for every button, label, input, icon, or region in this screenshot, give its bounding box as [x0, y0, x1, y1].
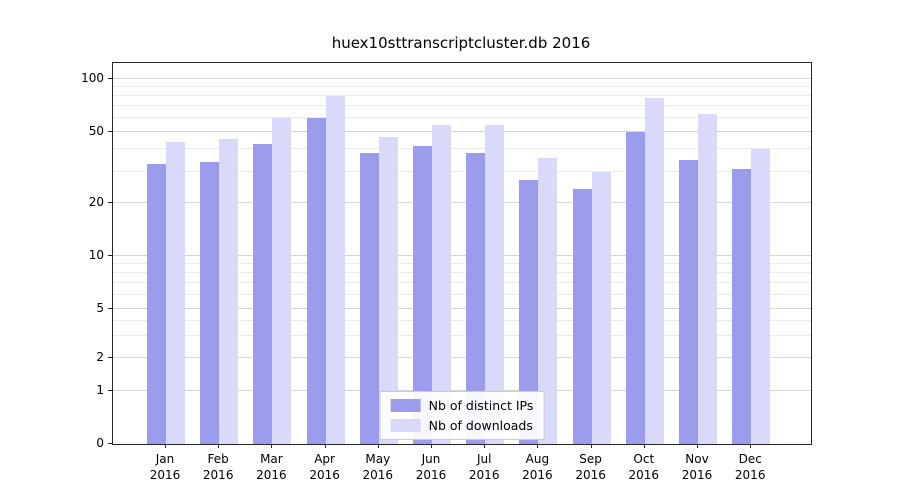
bar-downloads-jan: [166, 141, 185, 444]
gridline-5: [113, 308, 811, 309]
x-tick-label-sep: Sep 2016: [575, 452, 606, 483]
bar-downloads-sep: [591, 171, 611, 444]
gridline-3: [113, 335, 811, 337]
x-tick-mark-nov: [697, 444, 698, 448]
x-tick-label-jan: Jan 2016: [149, 452, 181, 483]
legend-item-downloads: Nb of downloads: [390, 418, 534, 433]
bar-distinct-ips-nov: [679, 159, 698, 444]
plot-area: Nb of distinct IPs Nb of downloads: [112, 62, 812, 445]
gridline-8: [113, 272, 811, 274]
y-tick-mark-1: [108, 390, 112, 391]
y-tick-label-5: 5: [96, 301, 104, 315]
bar-distinct-ips-sep: [572, 188, 592, 444]
x-tick-label-nov: Nov 2016: [681, 452, 713, 483]
gridline-1: [113, 390, 811, 391]
y-tick-label-50: 50: [88, 124, 104, 138]
bar-distinct-ips-apr: [306, 118, 326, 444]
bar-downloads-may: [378, 136, 398, 444]
x-tick-mark-mar: [271, 444, 273, 448]
legend-swatch-downloads: [390, 419, 421, 432]
bar-downloads-nov: [698, 114, 717, 444]
x-tick-label-feb: Feb 2016: [202, 452, 234, 483]
x-tick-label-oct: Oct 2016: [628, 452, 660, 483]
x-tick-mark-apr: [324, 444, 326, 448]
y-tick-mark-100: [108, 78, 112, 79]
bar-downloads-dec: [751, 149, 771, 444]
bar-distinct-ips-may: [359, 153, 379, 444]
gridline-4: [113, 319, 811, 321]
bar-downloads-mar: [272, 118, 292, 444]
x-tick-mark-jan: [165, 444, 166, 448]
x-tick-mark-dec: [750, 444, 752, 448]
x-tick-label-jul: Jul 2016: [468, 452, 500, 483]
gridline-7: [113, 282, 811, 284]
bar-downloads-feb: [219, 138, 239, 444]
legend-item-distinct-ips: Nb of distinct IPs: [390, 398, 534, 413]
bar-distinct-ips-oct: [625, 132, 645, 444]
gridline-80: [113, 95, 811, 97]
gridline-40: [113, 148, 811, 150]
bar-downloads-jul: [485, 124, 505, 444]
legend-label-downloads: Nb of downloads: [428, 418, 533, 433]
x-tick-mark-may: [377, 444, 379, 448]
x-tick-label-mar: Mar 2016: [256, 452, 287, 483]
bar-distinct-ips-jun: [413, 145, 432, 444]
legend-swatch-distinct-ips: [390, 399, 421, 412]
bar-distinct-ips-feb: [200, 161, 220, 444]
y-tick-label-100: 100: [81, 71, 104, 85]
x-tick-label-dec: Dec 2016: [734, 452, 766, 483]
gridline-9: [113, 263, 811, 265]
x-tick-mark-jul: [484, 444, 486, 448]
bar-downloads-jun: [432, 124, 451, 444]
bar-distinct-ips-jul: [466, 153, 486, 444]
gridline-100: [113, 78, 811, 79]
gridline-10: [113, 255, 811, 256]
y-tick-mark-10: [108, 255, 112, 256]
x-tick-mark-oct: [643, 444, 645, 448]
gridline-50: [113, 131, 811, 132]
x-tick-label-apr: Apr 2016: [309, 452, 340, 483]
x-tick-label-jun: Jun 2016: [415, 452, 447, 483]
legend: Nb of distinct IPs Nb of downloads: [379, 391, 545, 440]
gridline-30: [113, 170, 811, 172]
y-tick-label-2: 2: [96, 350, 104, 364]
y-tick-label-10: 10: [88, 248, 104, 262]
legend-label-distinct-ips: Nb of distinct IPs: [428, 398, 534, 413]
gridline-90: [113, 86, 811, 88]
bar-downloads-apr: [325, 96, 345, 444]
x-tick-mark-feb: [218, 444, 220, 448]
x-tick-mark-sep: [590, 444, 592, 448]
y-tick-mark-20: [108, 202, 112, 203]
gridline-60: [113, 117, 811, 119]
bar-distinct-ips-jan: [147, 164, 166, 444]
gridline-6: [113, 294, 811, 296]
y-tick-mark-5: [108, 308, 112, 309]
y-tick-label-20: 20: [88, 195, 104, 209]
y-tick-label-1: 1: [96, 383, 104, 397]
bar-downloads-oct: [644, 98, 664, 444]
bar-distinct-ips-aug: [519, 179, 539, 444]
bar-downloads-aug: [538, 157, 558, 444]
y-tick-mark-0: [108, 443, 112, 444]
bar-distinct-ips-dec: [732, 169, 752, 444]
gridline-20: [113, 202, 811, 203]
x-tick-mark-aug: [537, 444, 539, 448]
x-tick-label-aug: Aug 2016: [522, 452, 553, 483]
gridline-70: [113, 105, 811, 107]
y-tick-mark-2: [108, 357, 112, 358]
y-tick-mark-50: [108, 131, 112, 132]
y-tick-label-0: 0: [96, 436, 104, 450]
chart-title: huex10sttranscriptcluster.db 2016: [331, 34, 591, 52]
x-tick-mark-jun: [431, 444, 432, 448]
gridline-2: [113, 357, 811, 358]
bar-distinct-ips-mar: [253, 143, 273, 444]
x-tick-label-may: May 2016: [362, 452, 394, 483]
